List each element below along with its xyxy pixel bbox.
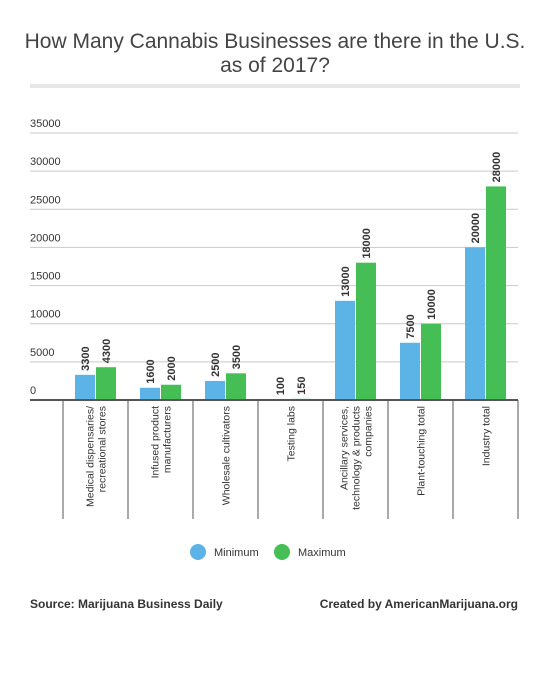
legend-label: Maximum	[298, 547, 346, 559]
bar-maximum-4	[356, 262, 376, 400]
y-tick-label: 15000	[30, 271, 61, 283]
y-tick-label: 0	[30, 385, 36, 397]
source-note: Source: Marijuana Business Daily	[30, 597, 223, 611]
data-label: 20000	[470, 213, 482, 244]
bar-minimum-4	[335, 300, 355, 400]
data-label: 13000	[340, 266, 352, 297]
y-tick-label: 35000	[30, 118, 61, 130]
y-tick-label: 20000	[30, 232, 61, 244]
bar-minimum-5	[400, 342, 420, 400]
y-tick-label: 30000	[30, 156, 61, 168]
data-label: 2500	[210, 352, 222, 376]
bar-minimum-6	[465, 247, 485, 400]
x-tick-label: Testing labs	[286, 406, 298, 461]
data-label: 28000	[491, 152, 503, 183]
x-tick-label: Infused productmanufacturers	[150, 406, 174, 478]
chart-title: How Many Cannabis Businesses are there i…	[24, 30, 526, 77]
bar-maximum-2	[226, 373, 246, 400]
bar-maximum-6	[486, 186, 506, 400]
data-label: 2000	[166, 356, 178, 380]
legend-marker-maximum	[274, 544, 290, 560]
bar-minimum-1	[140, 387, 160, 400]
legend-label: Minimum	[214, 547, 259, 559]
bar-maximum-5	[421, 323, 441, 400]
data-label: 150	[296, 376, 308, 394]
bar-maximum-0	[96, 367, 116, 400]
y-tick-label: 25000	[30, 194, 61, 206]
data-label: 7500	[405, 314, 417, 338]
data-label: 100	[275, 377, 287, 395]
y-tick-label: 5000	[30, 347, 54, 359]
x-tick-label: Ancillary services,technology & products…	[339, 406, 375, 510]
x-tick-label: Industry total	[481, 406, 493, 466]
y-tick-label: 10000	[30, 309, 61, 321]
bar-maximum-1	[161, 384, 181, 400]
data-label: 4300	[101, 339, 113, 363]
data-label: 1600	[145, 359, 157, 383]
credit-note: Created by AmericanMarijuana.org	[319, 597, 518, 611]
legend-marker-minimum	[190, 544, 206, 560]
data-label: 3500	[231, 345, 243, 369]
data-label: 10000	[426, 289, 438, 320]
x-tick-label: Medical dispensaries/recreational stores	[85, 406, 109, 507]
title-divider	[30, 84, 520, 88]
bar-minimum-2	[205, 380, 225, 400]
x-tick-label: Plant-touching total	[416, 406, 428, 496]
bar-minimum-0	[75, 374, 95, 400]
data-label: 3300	[80, 346, 92, 370]
data-label: 18000	[361, 228, 373, 259]
x-tick-label: Wholesale cultivators	[221, 406, 233, 505]
